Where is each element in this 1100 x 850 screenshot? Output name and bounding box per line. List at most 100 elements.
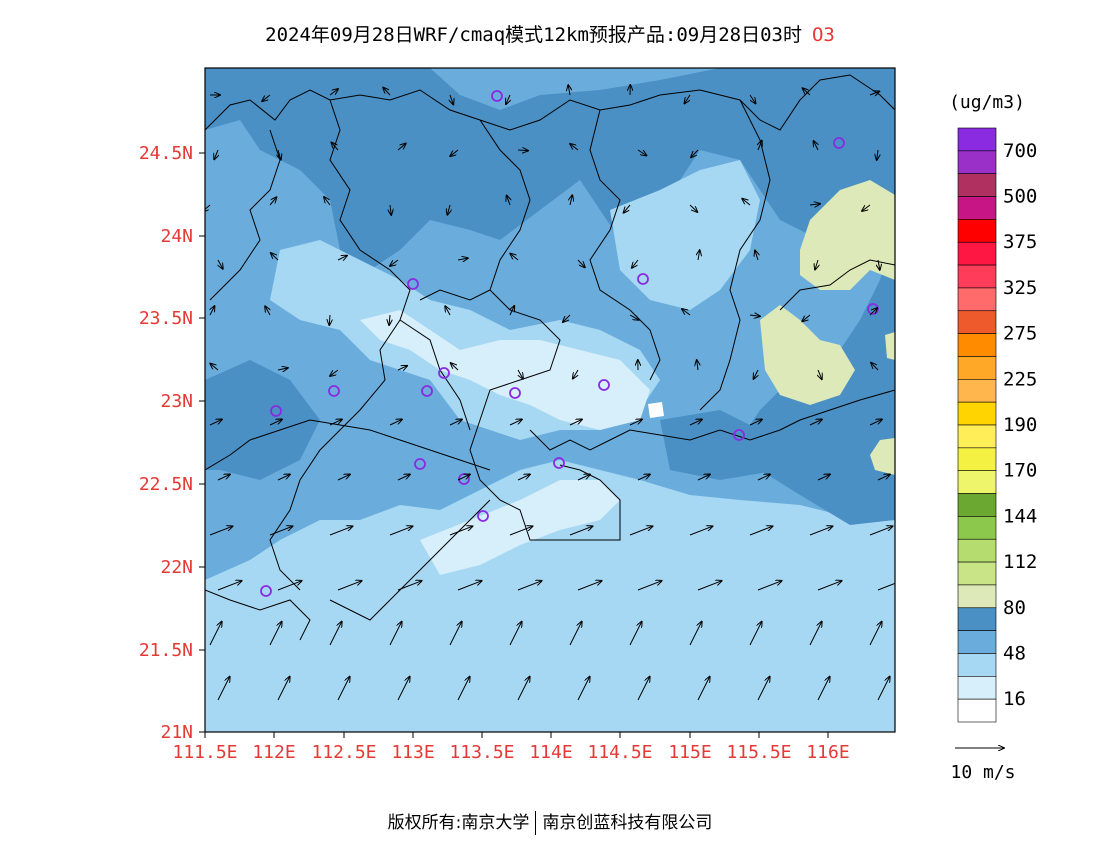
lat-tick-label: 22.5N — [139, 474, 193, 495]
wind-arrow — [506, 94, 510, 104]
legend-swatch — [957, 241, 997, 266]
legend-labels: 700 500 375 325 275 225 190 170 144 112 80 48 16 — [1003, 140, 1037, 710]
wind-arrow — [457, 258, 468, 260]
wind-arrow — [568, 85, 570, 96]
legend-swatch — [957, 287, 997, 312]
wind-arrow — [445, 306, 450, 316]
copyright-footer: 版权所有:南京大学 南京创蓝科技有限公司 — [0, 808, 1100, 835]
wind-arrow — [698, 250, 700, 261]
wind-arrow — [329, 89, 338, 96]
wind-arrow — [624, 204, 631, 213]
wind-arrow — [682, 309, 691, 316]
wind-arrow — [570, 195, 572, 206]
legend-label: 225 — [1003, 368, 1037, 390]
wind-arrow — [269, 526, 292, 536]
wind-arrow — [329, 419, 342, 426]
color-legend — [957, 127, 997, 723]
species-label: O3 — [811, 24, 835, 46]
wind-arrow — [697, 677, 710, 701]
wind-arrow — [877, 677, 890, 701]
legend-swatch — [957, 538, 997, 563]
wind-arrow — [629, 315, 639, 320]
wind-arrow — [697, 360, 698, 371]
legend-swatch — [957, 653, 997, 677]
legend-label: 325 — [1003, 277, 1037, 299]
wind-arrow — [573, 369, 578, 379]
field-low-center2 — [360, 310, 650, 430]
wind-reference-label: 10 m/s — [950, 762, 1015, 783]
station-marker — [477, 510, 489, 522]
lat-tick-label: 21N — [160, 722, 193, 743]
lon-tick-label: 113E — [391, 742, 434, 763]
copyright-right: 南京创蓝科技有限公司 — [542, 813, 713, 833]
legend-swatch — [957, 401, 997, 426]
station-marker — [491, 90, 503, 102]
wind-arrow — [390, 259, 399, 266]
wind-arrow — [337, 474, 350, 481]
lat-axis: 24.5N 24N 23.5N 23N 22.5N 22N 21.5N 21N — [139, 143, 205, 743]
wind-arrow — [450, 149, 459, 156]
wind-arrow — [577, 259, 585, 267]
field-yg-east — [760, 305, 855, 405]
station-marker — [733, 429, 745, 441]
wind-arrow — [217, 474, 230, 481]
wind-arrow — [569, 622, 582, 646]
copyright-left: 版权所有:南京大学 — [387, 813, 530, 833]
wind-arrow — [757, 581, 782, 591]
wind-arrow — [629, 526, 652, 536]
lat-tick-label: 23N — [160, 391, 193, 412]
title-text: 2024年09月28日WRF/cmaq模式12km预报产品:09月28日03时 — [265, 24, 802, 46]
lon-tick-label: 113.5E — [449, 742, 514, 763]
legend-swatch — [957, 127, 997, 152]
wind-arrow — [209, 622, 222, 646]
wind-arrow — [877, 474, 890, 481]
wind-arrow — [397, 366, 407, 370]
station-marker — [414, 458, 426, 470]
field-high-west — [205, 360, 320, 480]
wind-arrow — [637, 677, 650, 701]
wind-arrow — [330, 369, 339, 376]
wind-arrow — [337, 581, 362, 591]
wind-arrow — [383, 88, 391, 96]
lon-axis: 111.5E 112E 112.5E 113E 113.5E 114E 114.… — [172, 732, 850, 763]
wind-arrow — [510, 254, 519, 261]
wind-arrow — [629, 622, 642, 646]
wind-arrow — [337, 256, 347, 260]
wind-arrow — [869, 419, 882, 426]
wind-arrow — [517, 677, 530, 701]
legend-swatch — [957, 310, 997, 334]
field-high-east2 — [660, 410, 780, 480]
wind-arrow — [814, 141, 819, 151]
wind-arrow — [689, 622, 702, 646]
lon-tick-label: 112.5E — [311, 742, 376, 763]
wind-arrow — [457, 474, 470, 481]
wind-arrow — [629, 419, 642, 426]
legend-swatch — [957, 676, 997, 700]
wind-arrow — [877, 581, 895, 591]
wind-arrow — [517, 581, 542, 591]
lon-tick-label: 116E — [806, 742, 849, 763]
wind-arrow — [869, 308, 877, 316]
wind-arrow — [278, 149, 281, 160]
wind-arrow — [509, 419, 522, 426]
lat-tick-label: 24N — [160, 226, 193, 247]
wind-arrow — [397, 144, 406, 151]
station-marker — [270, 405, 282, 417]
wind-arrow — [689, 204, 697, 212]
wind-arrow — [878, 259, 880, 270]
wind-arrow — [749, 419, 762, 426]
wind-arrow — [809, 526, 832, 536]
wind-arrow — [449, 526, 472, 536]
wind-arrow — [389, 622, 402, 646]
wind-arrow — [277, 677, 290, 701]
wind-arrow — [209, 419, 222, 426]
legend-swatch — [957, 584, 997, 609]
wind-arrow — [569, 526, 592, 536]
wind-arrow — [758, 141, 762, 151]
legend-swatch — [957, 424, 997, 449]
wind-arrow — [450, 94, 453, 104]
wind-arrow — [457, 581, 482, 591]
concentration-field — [205, 68, 895, 732]
lon-tick-label: 111.5E — [172, 742, 237, 763]
wind-arrow — [563, 314, 571, 322]
